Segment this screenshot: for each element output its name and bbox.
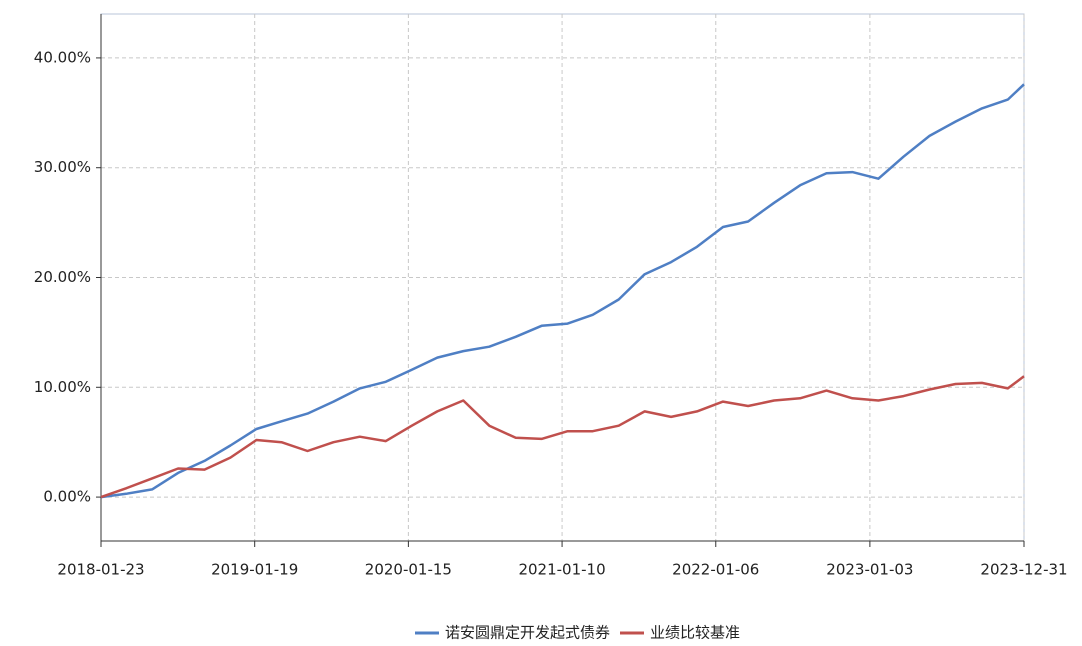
x-tick-label: 2023-12-31 [980, 561, 1067, 579]
legend-label: 业绩比较基准 [650, 624, 740, 642]
x-tick-label: 2019-01-19 [211, 561, 298, 579]
x-tick-label: 2022-01-06 [672, 561, 759, 579]
y-tick-label: 20.00% [34, 268, 91, 286]
y-tick-label: 40.00% [34, 48, 91, 66]
series-line [100, 83, 1025, 499]
y-tick-label: 30.00% [34, 158, 91, 176]
legend-label: 诺安圆鼎定开发起式债券 [445, 624, 610, 642]
y-tick-label: 10.00% [34, 378, 91, 396]
x-tick-label: 2023-01-03 [826, 561, 913, 579]
series-line [100, 375, 1025, 499]
x-tick-label: 2021-01-10 [518, 561, 605, 579]
x-tick-label: 2020-01-15 [365, 561, 452, 579]
y-tick-label: 0.00% [43, 488, 91, 506]
x-tick-label: 2018-01-23 [57, 561, 144, 579]
